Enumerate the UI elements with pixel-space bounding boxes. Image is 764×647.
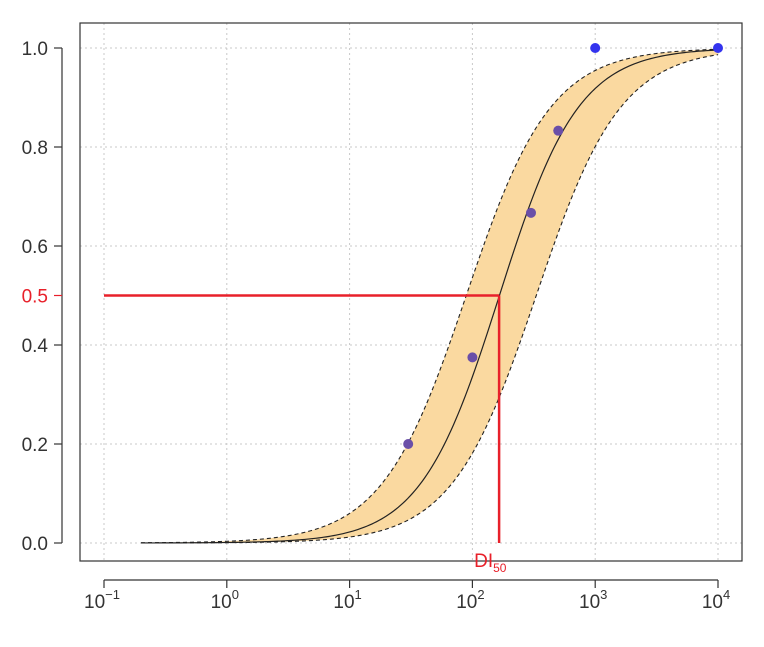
fitted-curve: [140, 49, 719, 544]
x-tick-label: 102: [456, 587, 484, 613]
x-axis: 10−1 100 101 102 103 104: [84, 579, 730, 613]
y-tick-label: 1.0: [22, 39, 48, 60]
y-tick-label: 0.8: [22, 138, 48, 159]
data-point: [713, 43, 723, 53]
data-point: [467, 352, 478, 363]
data-point: [403, 439, 414, 449]
data-point: [590, 43, 601, 53]
confidence-band: [140, 49, 719, 543]
y-tick-label: 0.0: [22, 534, 48, 555]
reference-labels: 0.5 DI50: [22, 287, 507, 576]
x-tick-label: 10−1: [84, 587, 120, 613]
half-response-label: 0.5: [22, 287, 48, 308]
grid-lines: [80, 23, 742, 561]
data-point: [553, 125, 564, 136]
x-tick-label: 101: [333, 587, 361, 613]
confidence-band-upper-edge: [140, 48, 719, 544]
data-points: [403, 43, 723, 449]
di50-label: DI50: [474, 551, 507, 575]
plot-frame: [79, 22, 743, 562]
y-tick-label: 0.2: [22, 435, 48, 456]
reference-lines: [104, 294, 501, 543]
data-point: [525, 207, 536, 218]
y-tick-label: 0.6: [22, 237, 48, 258]
y-axis: 0.0 0.2 0.4 0.6 0.8 1.0: [22, 39, 63, 555]
x-tick-label: 103: [579, 587, 607, 613]
confidence-band-lower-edge: [140, 54, 719, 544]
x-tick-label: 100: [211, 587, 239, 613]
x-tick-label: 104: [702, 587, 730, 613]
y-tick-label: 0.4: [22, 336, 49, 357]
